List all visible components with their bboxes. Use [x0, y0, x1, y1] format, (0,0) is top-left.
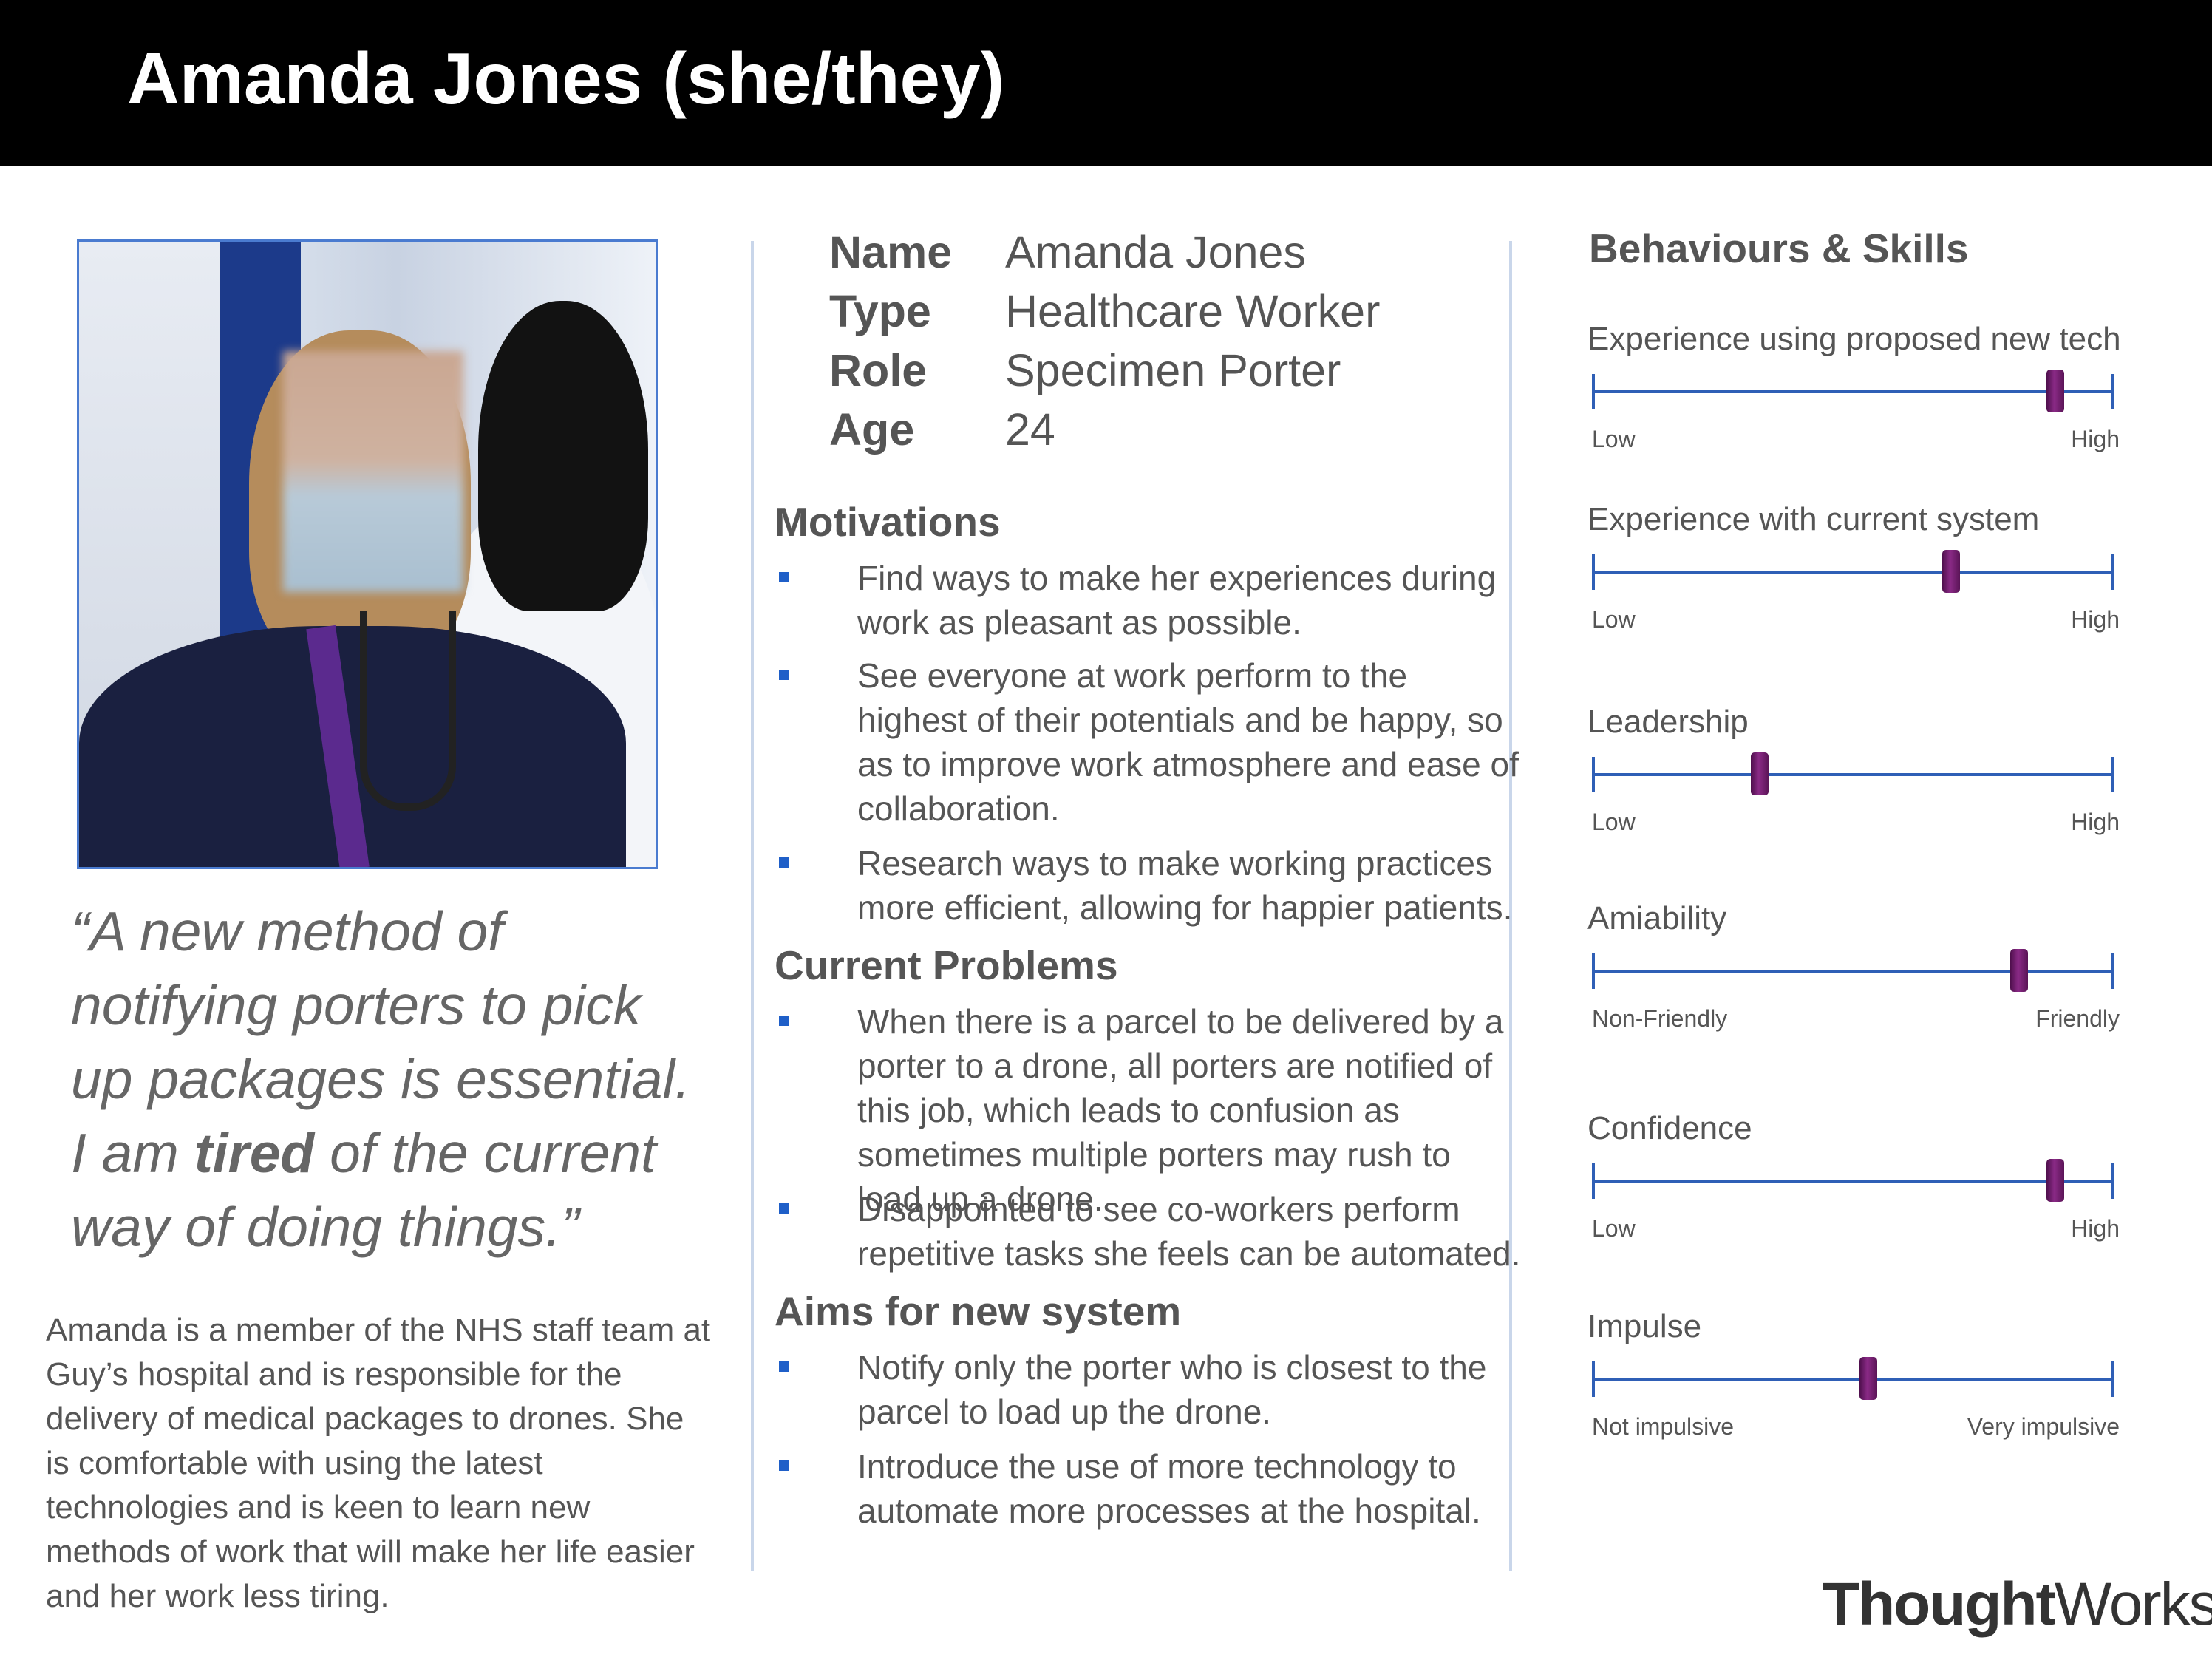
skill-label: Leadership — [1587, 704, 1749, 740]
skill-high-label: High — [2071, 1215, 2120, 1242]
skill-leadership: Leadership Low High — [1587, 704, 2120, 851]
bullet-square-icon — [779, 572, 789, 582]
skill-track-start-tick — [1592, 554, 1595, 590]
skill-new-tech: Experience using proposed new tech Low H… — [1587, 321, 2121, 469]
column-divider-right — [1509, 241, 1512, 1571]
page-title: Amanda Jones (she/they) — [127, 38, 1005, 119]
skill-low-label: Low — [1592, 426, 1636, 452]
list-item-text: Introduce the use of more technology to … — [857, 1447, 1481, 1530]
skill-impulse: Impulse Not impulsive Very impulsive — [1587, 1308, 2120, 1456]
skill-track-start-tick — [1592, 1163, 1595, 1199]
skill-track-start-tick — [1592, 757, 1595, 792]
profile-key: Type — [829, 286, 931, 336]
profile-value: Healthcare Worker — [1005, 286, 1381, 336]
skill-label: Confidence — [1587, 1110, 1752, 1146]
skill-label: Experience with current system — [1587, 501, 2040, 537]
skill-low-label: Not impulsive — [1592, 1413, 1735, 1440]
list-item-text: Find ways to make her experiences during… — [857, 559, 1497, 642]
list-item-text: When there is a parcel to be delivered b… — [857, 1002, 1504, 1218]
skill-label: Amiability — [1587, 900, 1727, 936]
skill-current-system: Experience with current system Low High — [1587, 501, 2120, 649]
skill-track — [1593, 1180, 2112, 1183]
logo-bold-text: Thought — [1823, 1571, 2056, 1638]
skill-low-label: Low — [1592, 1215, 1636, 1242]
skill-track — [1593, 970, 2112, 973]
skill-track — [1593, 571, 2112, 574]
list-item-text: Disappointed to see co-workers perform r… — [857, 1190, 1521, 1273]
bullet-square-icon — [779, 670, 789, 680]
skill-track-start-tick — [1592, 953, 1595, 989]
list-item-text: Research ways to make working practices … — [857, 844, 1513, 927]
persona-bio: Amanda is a member of the NHS staff team… — [46, 1312, 711, 1614]
skill-label: Experience using proposed new tech — [1587, 321, 2121, 357]
skill-level-marker — [1942, 550, 1961, 593]
skill-high-label: High — [2071, 809, 2120, 835]
persona-quote: “A new method of notifying porters to pi… — [71, 894, 707, 1264]
profile-value: 24 — [1005, 404, 1055, 455]
skill-low-label: Low — [1592, 606, 1636, 633]
logo-regular-text: Works — [2054, 1571, 2212, 1638]
blurred-face — [283, 351, 463, 592]
skill-high-label: Very impulsive — [1967, 1413, 2120, 1440]
skill-confidence: Confidence Low High — [1587, 1110, 2120, 1258]
skill-level-marker — [1859, 1357, 1878, 1400]
skill-high-label: High — [2071, 426, 2120, 452]
thoughtworks-logo: ThoughtWorks® — [1823, 1570, 2212, 1639]
skill-low-label: Non-Friendly — [1592, 1005, 1728, 1032]
skill-track-end-tick — [2111, 1163, 2114, 1199]
bullet-square-icon — [779, 1203, 789, 1214]
profile-value: Specimen Porter — [1005, 345, 1341, 395]
persona-photo — [77, 239, 658, 869]
bullet-square-icon — [779, 1361, 789, 1372]
profile-value: Amanda Jones — [1005, 227, 1306, 277]
skill-low-label: Low — [1592, 809, 1636, 835]
quote-text-start: “A new method of notifying porters to pi… — [71, 900, 691, 1184]
profile-key: Role — [829, 345, 928, 395]
skill-track-end-tick — [2111, 1361, 2114, 1397]
photo-stethoscope — [360, 611, 456, 811]
bullet-square-icon — [779, 857, 789, 868]
skill-level-marker — [2046, 370, 2064, 412]
motivations-heading: Motivations — [775, 499, 1001, 545]
profile-key: Age — [829, 404, 915, 455]
bullet-square-icon — [779, 1016, 789, 1026]
skill-level-marker — [1750, 752, 1769, 795]
skill-track-end-tick — [2111, 953, 2114, 989]
profile-key: Name — [829, 227, 953, 277]
skill-track-end-tick — [2111, 757, 2114, 792]
skill-track-start-tick — [1592, 1361, 1595, 1397]
skill-track-start-tick — [1592, 374, 1595, 409]
header-bar: Amanda Jones (she/they) — [0, 0, 2212, 166]
problems-heading: Current Problems — [775, 942, 1118, 988]
quote-text-end: of the current way of doing things.” — [71, 1122, 656, 1258]
column-divider-left — [751, 241, 754, 1571]
skill-high-label: Friendly — [2035, 1005, 2120, 1032]
aims-heading: Aims for new system — [775, 1288, 1182, 1334]
behaviours-heading: Behaviours & Skills — [1589, 225, 1969, 271]
skill-track-end-tick — [2111, 554, 2114, 590]
bullet-square-icon — [779, 1460, 789, 1471]
skill-label: Impulse — [1587, 1308, 1702, 1344]
skill-level-marker — [2009, 949, 2028, 992]
skill-amiability: Amiability Non-Friendly Friendly — [1587, 900, 2120, 1048]
skill-track — [1593, 390, 2112, 393]
skill-track — [1593, 1378, 2112, 1381]
skill-track — [1593, 773, 2112, 776]
quote-emphasis: tired — [194, 1122, 315, 1184]
skill-high-label: High — [2071, 606, 2120, 633]
skill-level-marker — [2046, 1159, 2064, 1202]
photo-background-person-hair — [478, 301, 648, 611]
list-item-text: Notify only the porter who is closest to… — [857, 1348, 1487, 1431]
list-item-text: See everyone at work perform to the high… — [857, 656, 1519, 828]
skill-track-end-tick — [2111, 374, 2114, 409]
